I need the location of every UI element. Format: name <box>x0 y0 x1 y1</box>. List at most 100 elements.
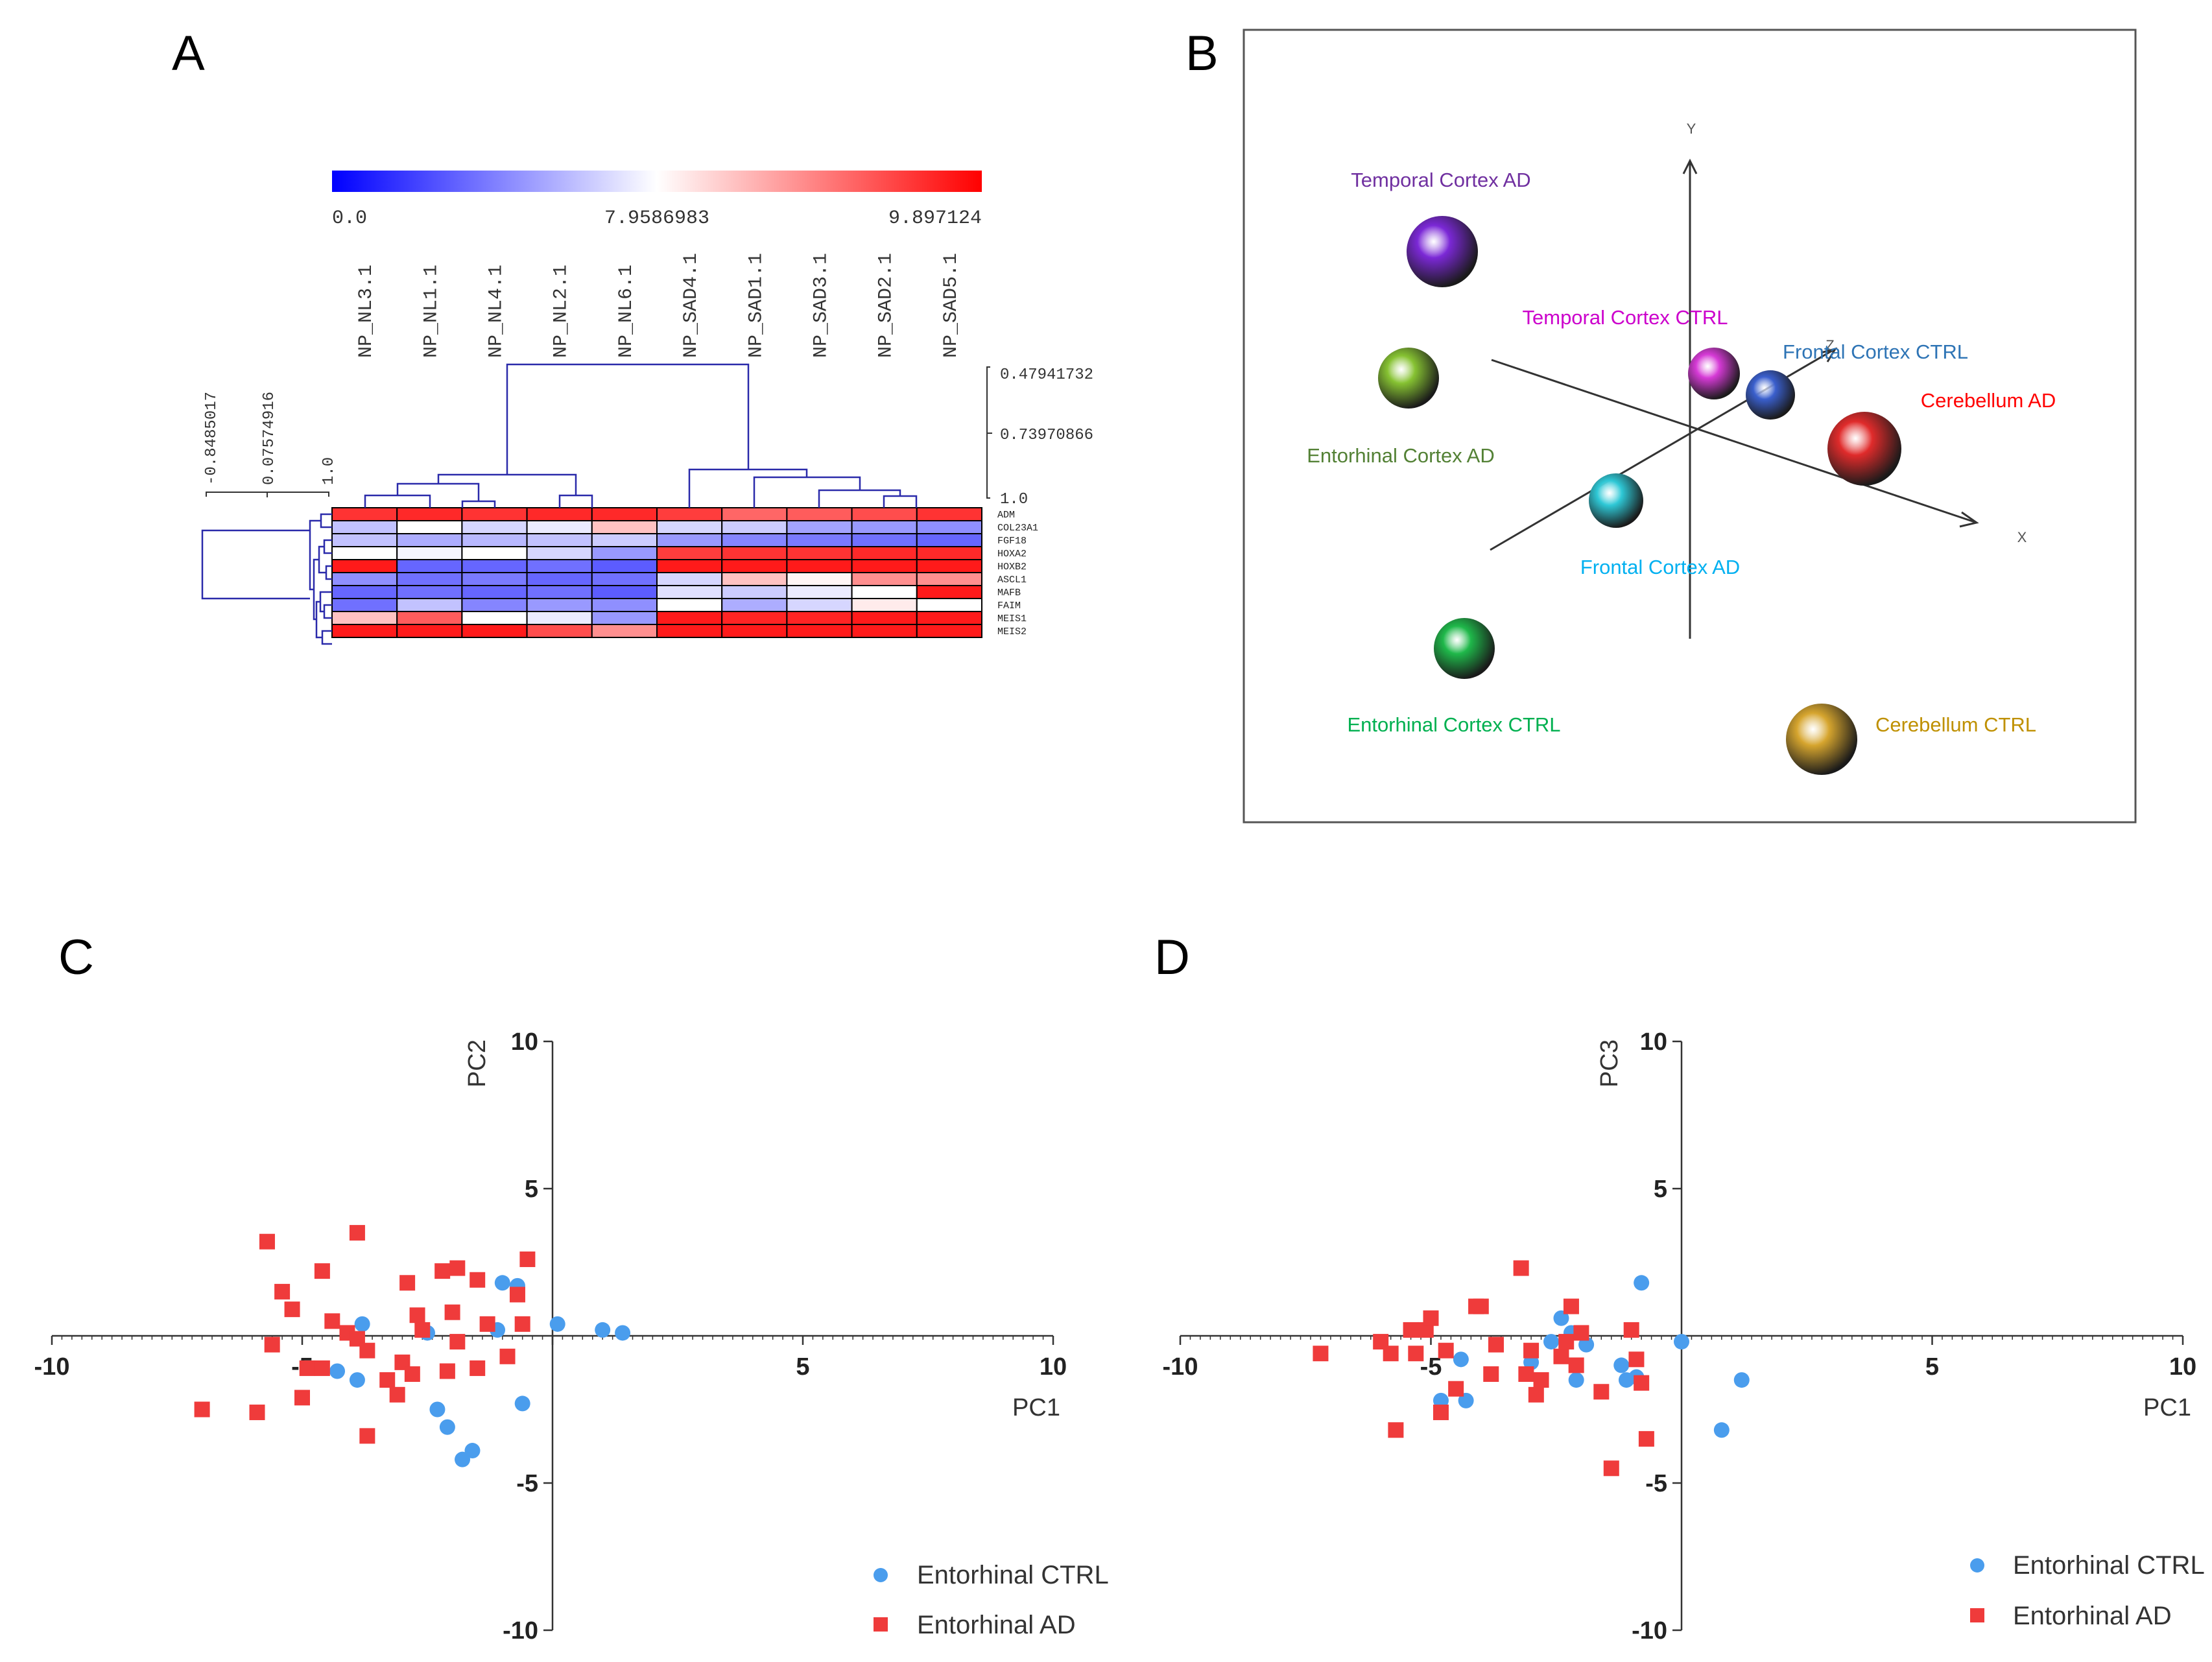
y-tick-label: -10 <box>1632 1617 1667 1644</box>
heatmap-cell <box>461 585 528 599</box>
panel-label-c: C <box>58 930 94 985</box>
axis-label-x: X <box>2017 529 2027 545</box>
data-point-ctrl <box>1453 1351 1469 1368</box>
axis-label-y: Y <box>1687 121 1696 137</box>
data-point-ad <box>434 1263 451 1279</box>
x-tick-label: 5 <box>796 1353 809 1381</box>
x-axis-line <box>1491 359 1977 524</box>
heatmap-cell <box>331 559 398 573</box>
axis-label-z: Z <box>1825 337 1834 353</box>
data-point-ctrl <box>1733 1372 1750 1388</box>
series-entorhinal-ctrl <box>1433 1275 1750 1438</box>
group-sphere-frontal-ctrl <box>1746 370 1795 420</box>
heatmap-column-labels: NP_NL3.1 NP_NL1.1 NP_NL4.1 NP_NL2.1 NP_NL6.1… <box>355 253 962 358</box>
heatmap-cell <box>396 533 463 547</box>
heatmap-cell <box>526 611 593 625</box>
row-label-faim: FAIM <box>997 600 1021 611</box>
heatmap-cell <box>461 572 528 586</box>
data-point-ad <box>1433 1405 1449 1421</box>
column-scale-label-mid: 0.73970866 <box>1000 427 1093 444</box>
data-point-ad <box>444 1304 460 1320</box>
heatmap-cell <box>786 520 853 534</box>
data-point-ctrl <box>349 1372 365 1388</box>
heatmap-cell <box>786 507 853 521</box>
data-point-ad <box>409 1307 425 1324</box>
color-scale-max-label: 9.897124 <box>888 208 982 230</box>
data-point-ad <box>519 1251 536 1267</box>
column-label-np-nl2-1: NP_NL2.1 <box>551 265 573 358</box>
column-dendrogram-scale <box>986 366 992 499</box>
x-tick-label: -10 <box>1163 1353 1198 1381</box>
heatmap-cell <box>461 533 528 547</box>
y-tick-label: 5 <box>525 1176 538 1203</box>
heatmap-cell <box>526 624 593 638</box>
x-tick-label: -10 <box>34 1353 70 1381</box>
heatmap-cell <box>786 598 853 612</box>
color-scale-min-label: 0.0 <box>332 208 367 230</box>
row-label-fgf18: FGF18 <box>997 536 1027 547</box>
column-label-np-sad3-1: NP_SAD3.1 <box>811 253 833 358</box>
data-point-ad <box>439 1363 455 1379</box>
column-label-np-nl3-1: NP_NL3.1 <box>355 265 377 358</box>
pca-3d-axes <box>1490 158 1979 639</box>
heatmap-cell <box>461 624 528 638</box>
pca-scatter-pc3: PC3 PC1 Entorhinal CTRL Entorhinal AD -1… <box>1163 1028 2205 1644</box>
data-point-ad <box>324 1313 340 1329</box>
row-dendrogram <box>201 513 332 645</box>
heatmap-cell <box>656 520 723 534</box>
dendro-link <box>506 363 750 475</box>
heatmap-cells <box>331 507 983 638</box>
x-axis-arrow <box>1959 511 1979 528</box>
heatmap-cell <box>526 546 593 560</box>
x-axis-title: PC1 <box>2143 1394 2191 1421</box>
data-point-ad <box>274 1283 291 1300</box>
heatmap-cell <box>721 520 788 534</box>
dendro-link <box>688 468 808 508</box>
data-point-ctrl <box>439 1419 455 1435</box>
data-point-ad <box>499 1348 516 1364</box>
data-point-ad <box>379 1372 396 1388</box>
heatmap-cell <box>591 533 658 547</box>
heatmap-cell <box>916 572 983 586</box>
heatmap-cell <box>656 585 723 599</box>
data-point-ctrl <box>429 1401 446 1418</box>
heatmap-cell <box>396 585 463 599</box>
heatmap-cell <box>786 559 853 573</box>
row-label-col23a1: COL23A1 <box>997 523 1038 534</box>
heatmap-cell <box>721 546 788 560</box>
group-label-temporal-ctrl: Temporal Cortex CTRL <box>1523 306 1728 329</box>
data-point-ad <box>449 1260 466 1276</box>
dendro-link <box>320 513 332 528</box>
data-point-ad <box>509 1287 525 1303</box>
series-entorhinal-ad <box>1313 1260 1654 1477</box>
y-tick-label: -5 <box>1645 1470 1667 1497</box>
data-point-ctrl <box>514 1395 530 1412</box>
dendro-link <box>396 482 480 501</box>
y-axis-arrow <box>1682 158 1698 174</box>
data-point-ad <box>1553 1348 1569 1364</box>
y-axis-title: PC2 <box>464 1039 491 1087</box>
heatmap-cell <box>396 572 463 586</box>
pca-3d-panel: Y X Z Temporal Cortex AD Entorhinal Cort… <box>1243 29 2137 824</box>
heatmap-cell <box>851 611 918 625</box>
heatmap-cell <box>851 572 918 586</box>
column-scale-label-bottom: 1.0 <box>1000 491 1028 508</box>
data-point-ctrl <box>1634 1275 1650 1291</box>
heatmap-cell <box>331 546 398 560</box>
heatmap-cell <box>396 559 463 573</box>
group-label-temporal-ad: Temporal Cortex AD <box>1351 169 1530 191</box>
heatmap-cell <box>851 559 918 573</box>
data-point-ctrl <box>1674 1334 1689 1350</box>
data-point-ctrl <box>1713 1422 1730 1438</box>
heatmap-cell <box>331 624 398 638</box>
data-point-ctrl <box>1568 1372 1584 1388</box>
data-point-ad <box>359 1342 375 1359</box>
data-point-ad <box>1634 1375 1650 1391</box>
heatmap-cell <box>396 520 463 534</box>
row-scale-label-right: 1.0 <box>320 457 338 485</box>
panel-label-a: A <box>172 26 205 81</box>
data-point-ctrl <box>1613 1357 1630 1373</box>
heatmap-cell <box>786 585 853 599</box>
heatmap-cell <box>721 585 788 599</box>
legend-marker-ad <box>1970 1608 1984 1622</box>
